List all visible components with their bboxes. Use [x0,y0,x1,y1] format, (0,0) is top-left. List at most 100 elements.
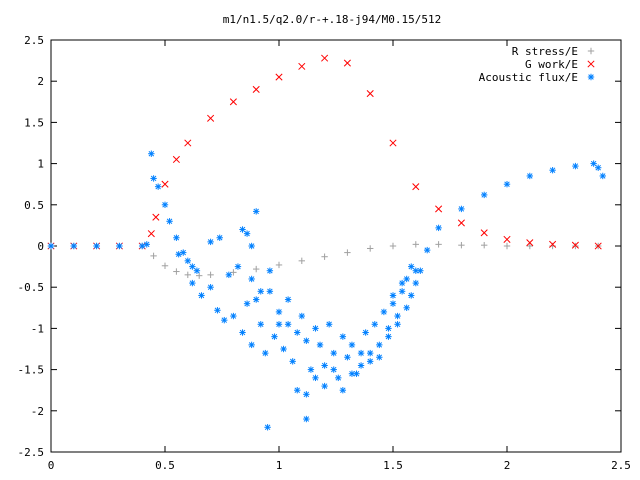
data-point [389,292,397,299]
x-tick-label: 1.5 [383,459,403,472]
data-point [298,62,306,70]
data-point [380,308,388,316]
data-point [154,183,162,190]
data-point [403,275,410,283]
data-point [316,341,324,349]
data-point [389,139,397,147]
y-tick-label: 0 [37,240,44,253]
data-point [325,321,333,328]
data-point [572,162,579,170]
data-point [275,261,283,269]
data-point [207,114,215,122]
data-point [298,257,305,265]
data-point [207,271,214,279]
y-tick-label: 2 [37,75,44,88]
data-point [481,191,488,199]
y-tick-label: 1 [37,158,44,171]
data-point [590,160,597,167]
data-point [248,275,255,283]
data-point [389,242,397,250]
data-point [408,263,415,270]
data-point [253,265,260,273]
data-point [289,358,296,365]
data-point [161,201,169,208]
data-point [307,366,315,373]
data-point [303,391,310,398]
data-point [595,164,602,171]
data-point [394,321,401,328]
data-point [184,257,191,265]
data-point [571,241,579,249]
data-point [348,341,356,349]
x-tick-label: 1 [276,459,283,472]
data-point [70,242,77,250]
data-point [321,362,328,369]
data-point [357,362,365,369]
data-point [549,166,556,174]
data-point [230,312,237,320]
data-point [385,325,392,332]
data-point [412,279,419,287]
data-point [264,424,271,431]
data-point [367,349,374,357]
data-point [357,349,365,357]
data-point [298,312,305,320]
data-point [294,329,301,336]
x-tick-label: 2 [504,459,511,472]
data-point [385,333,392,340]
data-point [398,279,406,287]
data-point [253,208,260,215]
data-point [348,370,356,377]
data-point [594,242,602,250]
data-point [239,329,246,336]
data-point [339,387,347,394]
y-tick-label: -2.5 [18,446,45,459]
data-point [330,366,337,373]
data-point [172,155,180,164]
data-point [266,288,274,295]
y-tick-label: -1 [31,322,44,335]
y-tick-label: 2.5 [24,34,44,47]
legend-label: R stress/E [512,45,578,58]
data-point [312,374,319,382]
data-point [526,242,533,250]
data-point [173,268,180,275]
data-point [417,267,424,274]
chart-title: m1/n1.5/q2.0/r-+.18-j94/M0.15/512 [223,13,442,26]
data-point [343,59,351,67]
y-tick-label: 0.5 [24,199,44,212]
data-point [161,180,169,188]
data-point [116,242,123,250]
data-point [412,241,419,248]
data-point [275,73,283,81]
data-point [143,241,150,248]
data-point [376,354,383,361]
data-point [344,354,351,361]
data-point [303,415,310,423]
data-point [335,374,342,382]
data-point [221,316,228,324]
data-point [480,229,488,237]
data-point [526,172,533,180]
data-point [435,205,443,213]
data-marks [47,54,606,431]
data-point [234,263,242,270]
data-point [353,370,360,377]
data-point [503,235,511,243]
data-point [207,284,214,291]
data-point [367,245,374,252]
data-point [248,341,255,349]
data-point [549,240,557,248]
data-point [93,242,100,250]
data-point [435,241,442,248]
data-point [572,242,579,250]
data-point [262,349,269,357]
data-point [243,300,251,307]
data-point [503,242,511,250]
legend-marker [587,73,595,81]
data-point [330,349,337,357]
data-point [458,241,465,249]
data-point [230,269,237,276]
data-point [599,172,606,180]
